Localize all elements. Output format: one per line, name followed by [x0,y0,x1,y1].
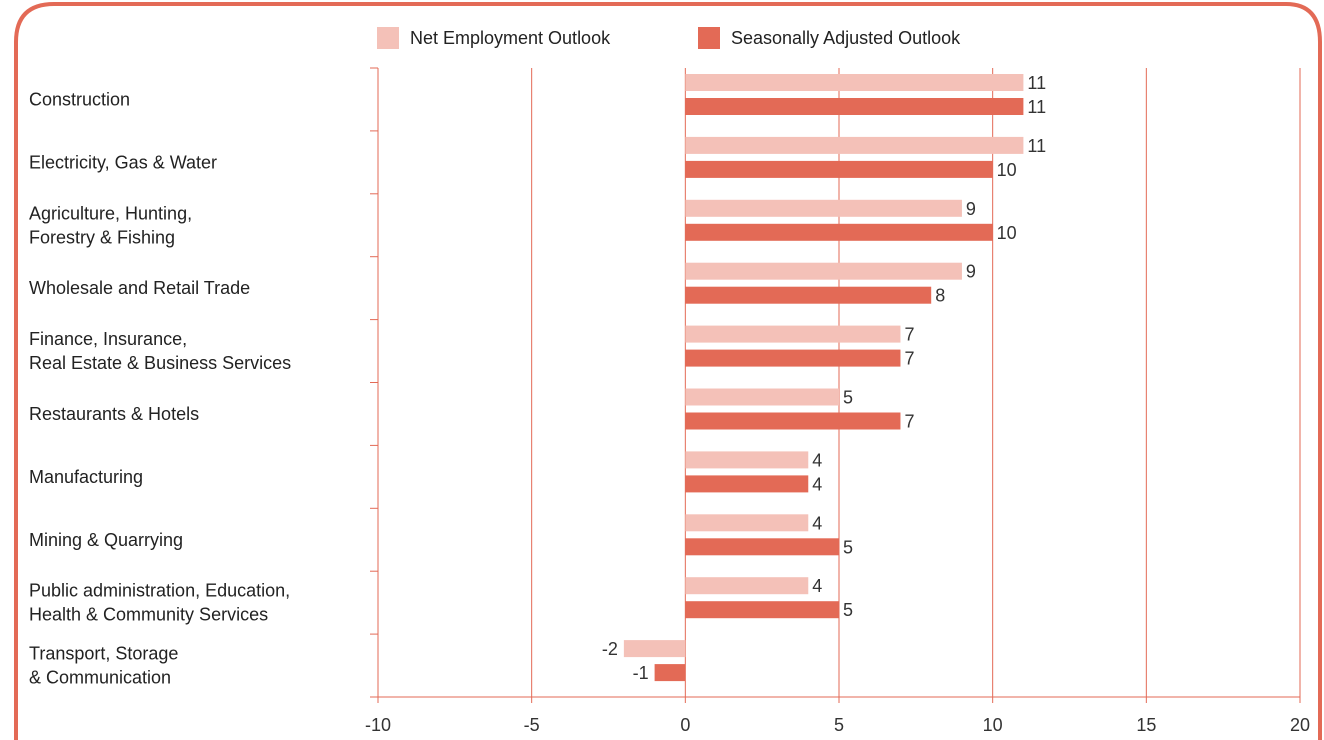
category-label: Finance, Insurance, [29,329,187,349]
bar-net [623,640,686,658]
bar-adjusted [685,223,993,241]
bar-adjusted [685,601,839,619]
bar-adjusted [685,286,932,304]
value-label: 9 [966,199,976,219]
bar-net [685,262,962,280]
x-tick-label: 5 [834,715,844,735]
bar-net [685,388,839,406]
bar-net [685,451,809,469]
value-label: 5 [843,600,853,620]
legend: Net Employment Outlook Seasonally Adjuste… [377,27,961,49]
x-tick-label: 20 [1290,715,1310,735]
bar-adjusted [685,475,809,493]
value-label: 8 [935,286,945,306]
category-label: Transport, Storage [29,644,178,664]
value-label: -2 [602,639,618,659]
category-label: Health & Community Services [29,605,268,625]
value-label: 4 [812,474,822,494]
bar-net [685,577,809,595]
legend-swatch-2 [698,27,720,49]
legend-label-1: Net Employment Outlook [410,28,611,48]
category-label: Manufacturing [29,467,143,487]
category-labels: Construction Electricity, Gas & Water Agri… [29,89,291,687]
bar-net [685,74,1024,91]
value-label: 10 [997,160,1017,180]
category-label: & Communication [29,668,171,688]
category-label: Construction [29,89,130,109]
value-label: 11 [1027,97,1046,117]
legend-label-2: Seasonally Adjusted Outlook [731,28,961,48]
value-label: 7 [904,412,914,432]
value-label: 4 [812,576,822,596]
bar-net [685,514,809,532]
value-label: 11 [1027,136,1046,156]
category-label: Real Estate & Business Services [29,353,291,373]
chart-frame [14,1,1322,740]
bar-net [685,136,1024,154]
category-label: Public administration, Education, [29,581,290,601]
value-label: 11 [1027,73,1046,93]
value-label: 7 [904,325,914,345]
x-tick-label: 15 [1136,715,1156,735]
value-label: 4 [812,513,822,533]
value-label: 10 [997,223,1017,243]
category-label: Mining & Quarrying [29,530,183,550]
value-label: 4 [812,450,822,470]
bar-adjusted [685,538,839,556]
value-label: 7 [904,349,914,369]
bar-adjusted [685,160,993,178]
category-label: Forestry & Fishing [29,227,175,247]
category-label: Agriculture, Hunting, [29,203,192,223]
value-label: 9 [966,262,976,282]
category-label: Electricity, Gas & Water [29,152,217,172]
bar-adjusted [654,664,686,682]
bars: 11 11 11 10 9 10 9 8 7 7 5 7 4 4 4 5 4 5 -2 -1 [602,73,1046,683]
bar-net [685,199,962,217]
value-label: 5 [843,388,853,408]
bar-adjusted [685,98,1024,115]
x-tick-label: 10 [983,715,1003,735]
x-axis: -10 -5 0 5 10 15 20 [365,67,1310,735]
legend-swatch-1 [377,27,399,49]
x-tick-label: -10 [365,715,391,735]
bar-net [685,325,901,343]
bar-adjusted [685,349,901,367]
value-label: 5 [843,537,853,557]
x-tick-label: 0 [680,715,690,735]
bar-adjusted [685,412,901,430]
x-tick-label: -5 [524,715,540,735]
category-label: Wholesale and Retail Trade [29,278,250,298]
value-label: -1 [633,663,649,683]
category-label: Restaurants & Hotels [29,404,199,424]
